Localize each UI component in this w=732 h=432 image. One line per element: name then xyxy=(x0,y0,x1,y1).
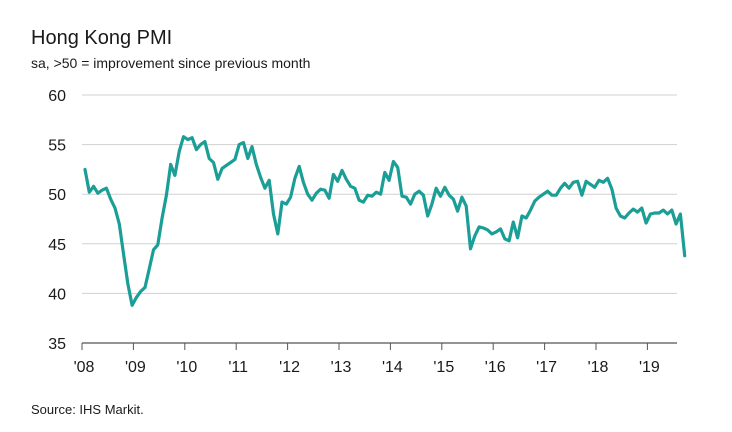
y-tick-label: 40 xyxy=(48,286,66,303)
x-tick-label: '15 xyxy=(433,359,454,376)
chart-title: Hong Kong PMI xyxy=(31,27,173,49)
y-tick-label: 55 xyxy=(48,138,66,155)
x-tick-label: '12 xyxy=(279,359,300,376)
y-tick-label: 35 xyxy=(48,336,66,353)
x-tick-label: '19 xyxy=(639,359,660,376)
y-tick-label: 60 xyxy=(48,88,66,105)
x-tick-label: '10 xyxy=(176,359,197,376)
x-tick-label: '11 xyxy=(228,359,248,376)
y-tick-label: 50 xyxy=(48,187,66,204)
pmi-series-line xyxy=(83,135,687,307)
x-tick-label: '08 xyxy=(74,359,95,376)
chart-source: Source: IHS Markit. xyxy=(31,402,144,417)
y-tick-label: 45 xyxy=(48,237,66,254)
x-tick-label: '16 xyxy=(485,359,506,376)
chart-subtitle: sa, >50 = improvement since previous mon… xyxy=(31,55,311,71)
x-tick-label: '13 xyxy=(331,359,352,376)
x-tick-label: '18 xyxy=(588,359,609,376)
x-tick-label: '09 xyxy=(125,359,146,376)
x-tick-label: '17 xyxy=(536,359,557,376)
x-tick-label: '14 xyxy=(382,359,403,376)
